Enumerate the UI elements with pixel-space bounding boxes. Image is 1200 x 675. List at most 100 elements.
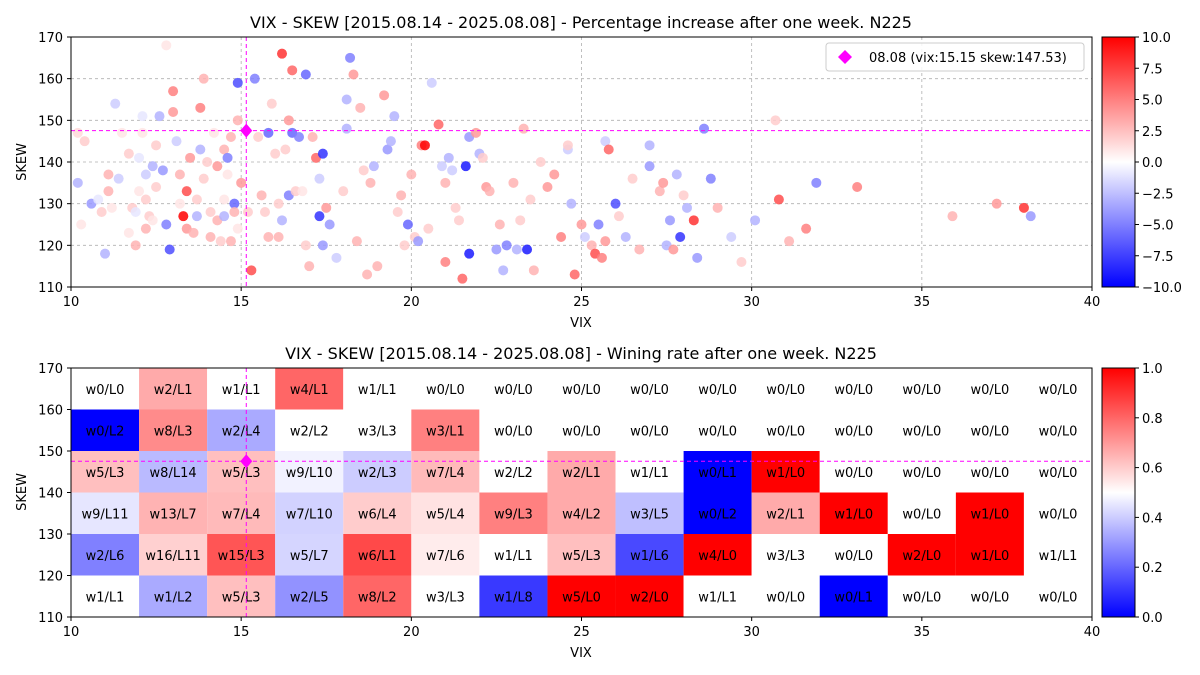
scatter-point: [229, 207, 240, 217]
heatmap-cell-label: w9/L3: [494, 507, 533, 522]
scatter-point: [324, 219, 335, 230]
scatter-point: [157, 165, 168, 176]
heatmap-cell-label: w2/L1: [766, 507, 805, 522]
heatmap-cell: [751, 492, 820, 534]
scatter-point: [566, 198, 577, 209]
heatmap-cell: [819, 492, 888, 534]
scatter-point: [477, 152, 488, 163]
scatter-point: [147, 161, 158, 172]
scatter-point: [518, 123, 529, 134]
heatmap-cell: [887, 409, 956, 451]
heatmap-cell: [275, 368, 344, 410]
scatter-point: [528, 265, 539, 276]
scatter-point: [365, 177, 376, 188]
heatmap-cell-label: w0/L0: [834, 466, 873, 481]
scatter-point: [593, 219, 604, 230]
heatmap-cell-label: w0/L0: [426, 383, 465, 398]
heatmap-cell: [547, 534, 616, 576]
scatter-point: [603, 144, 614, 155]
heatmap-cell: [71, 409, 140, 451]
colorbar-tick-label: 0.0: [1142, 611, 1163, 626]
heatmap-cell-label: w15/L3: [218, 549, 265, 564]
heatmap-cell: [1023, 534, 1092, 576]
scatter-point: [113, 173, 124, 184]
scatter-point: [110, 98, 121, 109]
scatter-point: [161, 40, 172, 51]
scatter-point: [392, 207, 403, 217]
heatmap-cell-label: w0/L0: [766, 424, 805, 439]
heatmap-cell: [683, 409, 752, 451]
heatmap-cell-label: w1/L1: [630, 466, 669, 481]
scatter-point: [106, 202, 117, 213]
scatter-point: [96, 207, 107, 217]
heatmap-cell: [139, 451, 208, 493]
heatmap-cell-label: w0/L1: [698, 466, 737, 481]
heatmap-cell-label: w1/L1: [86, 590, 125, 605]
scatter-point: [168, 86, 179, 97]
scatter-point: [362, 269, 373, 280]
heatmap-cell-label: w0/L0: [766, 590, 805, 605]
scatter-point: [263, 232, 274, 242]
x-tick-label: 20: [403, 295, 420, 310]
heatmap-cell: [71, 534, 140, 576]
scatter-point: [164, 244, 175, 255]
scatter-point: [423, 223, 434, 234]
scatter-point: [433, 119, 444, 130]
scatter-point: [304, 261, 315, 272]
scatter-point: [280, 144, 291, 155]
scatter-point: [151, 182, 162, 192]
heatmap-cell: [411, 492, 480, 534]
scatter-point: [232, 223, 243, 234]
scatter-point: [644, 140, 655, 151]
scatter-point: [586, 240, 597, 251]
scatter-point: [331, 252, 342, 263]
heatmap-cell: [275, 534, 344, 576]
scatter-colorbar-ticks: 10.0 7.5 5.0 2.5 0.0 −2.5 −5.0 −7.5 −10.0: [1135, 31, 1182, 296]
heatmap-cell-label: w5/L4: [426, 507, 465, 522]
scatter-point: [668, 244, 679, 255]
x-tick-label: 15: [233, 295, 250, 310]
scatter-point: [355, 102, 366, 113]
heatmap-cell-label: w3/L1: [426, 424, 465, 439]
heatmap-cell-label: w0/L1: [834, 590, 873, 605]
scatter-point: [549, 169, 560, 180]
colorbar-tick-label: 0.2: [1142, 561, 1163, 576]
heatmap-cell: [139, 409, 208, 451]
scatter-point: [208, 127, 219, 138]
heatmap-cell: [751, 409, 820, 451]
scatter-point: [620, 232, 631, 242]
scatter-point: [171, 136, 182, 147]
scatter-point: [491, 244, 502, 255]
scatter-point: [219, 211, 230, 222]
y-tick-label: 170: [38, 362, 63, 377]
heatmap-cell-label: w5/L7: [290, 549, 329, 564]
heatmap-cell: [615, 451, 684, 493]
heatmap-cell: [71, 451, 140, 493]
heatmap-cell: [343, 492, 412, 534]
x-tick-label: 40: [1084, 625, 1101, 640]
scatter-point: [613, 211, 624, 222]
scatter-point: [368, 161, 379, 172]
scatter-point: [811, 177, 822, 188]
heatmap-cells: [71, 368, 1092, 617]
scatter-point: [389, 111, 400, 122]
heatmap-cell-label: w0/L0: [562, 424, 601, 439]
heatmap-cell-label: w3/L5: [630, 507, 669, 522]
scatter-point: [174, 198, 185, 209]
scatter-point: [682, 202, 693, 213]
scatter-point: [464, 248, 475, 259]
heatmap-cell: [955, 409, 1024, 451]
scatter-point: [413, 236, 424, 247]
heatmap-cell: [683, 492, 752, 534]
heatmap-cell-labels: w0/L0 w2/L1 w1/L1 w4/L1 w1/L1 w0/L0 w0/L0 w0/L0…: [81, 383, 1077, 606]
x-tick-label: 10: [63, 295, 80, 310]
scatter-point: [705, 173, 716, 184]
y-tick-label: 140: [38, 156, 63, 171]
heatmap-cell: [139, 575, 208, 617]
heatmap-cell-label: w0/L0: [1039, 383, 1078, 398]
heatmap-cell: [819, 409, 888, 451]
scatter-point: [202, 157, 213, 167]
heatmap-chart: VIX - SKEW [2015.08.14 - 2025.08.08] - W…: [15, 344, 1163, 661]
heatmap-cell: [275, 409, 344, 451]
heatmap-title: VIX - SKEW [2015.08.14 - 2025.08.08] - W…: [285, 344, 877, 363]
